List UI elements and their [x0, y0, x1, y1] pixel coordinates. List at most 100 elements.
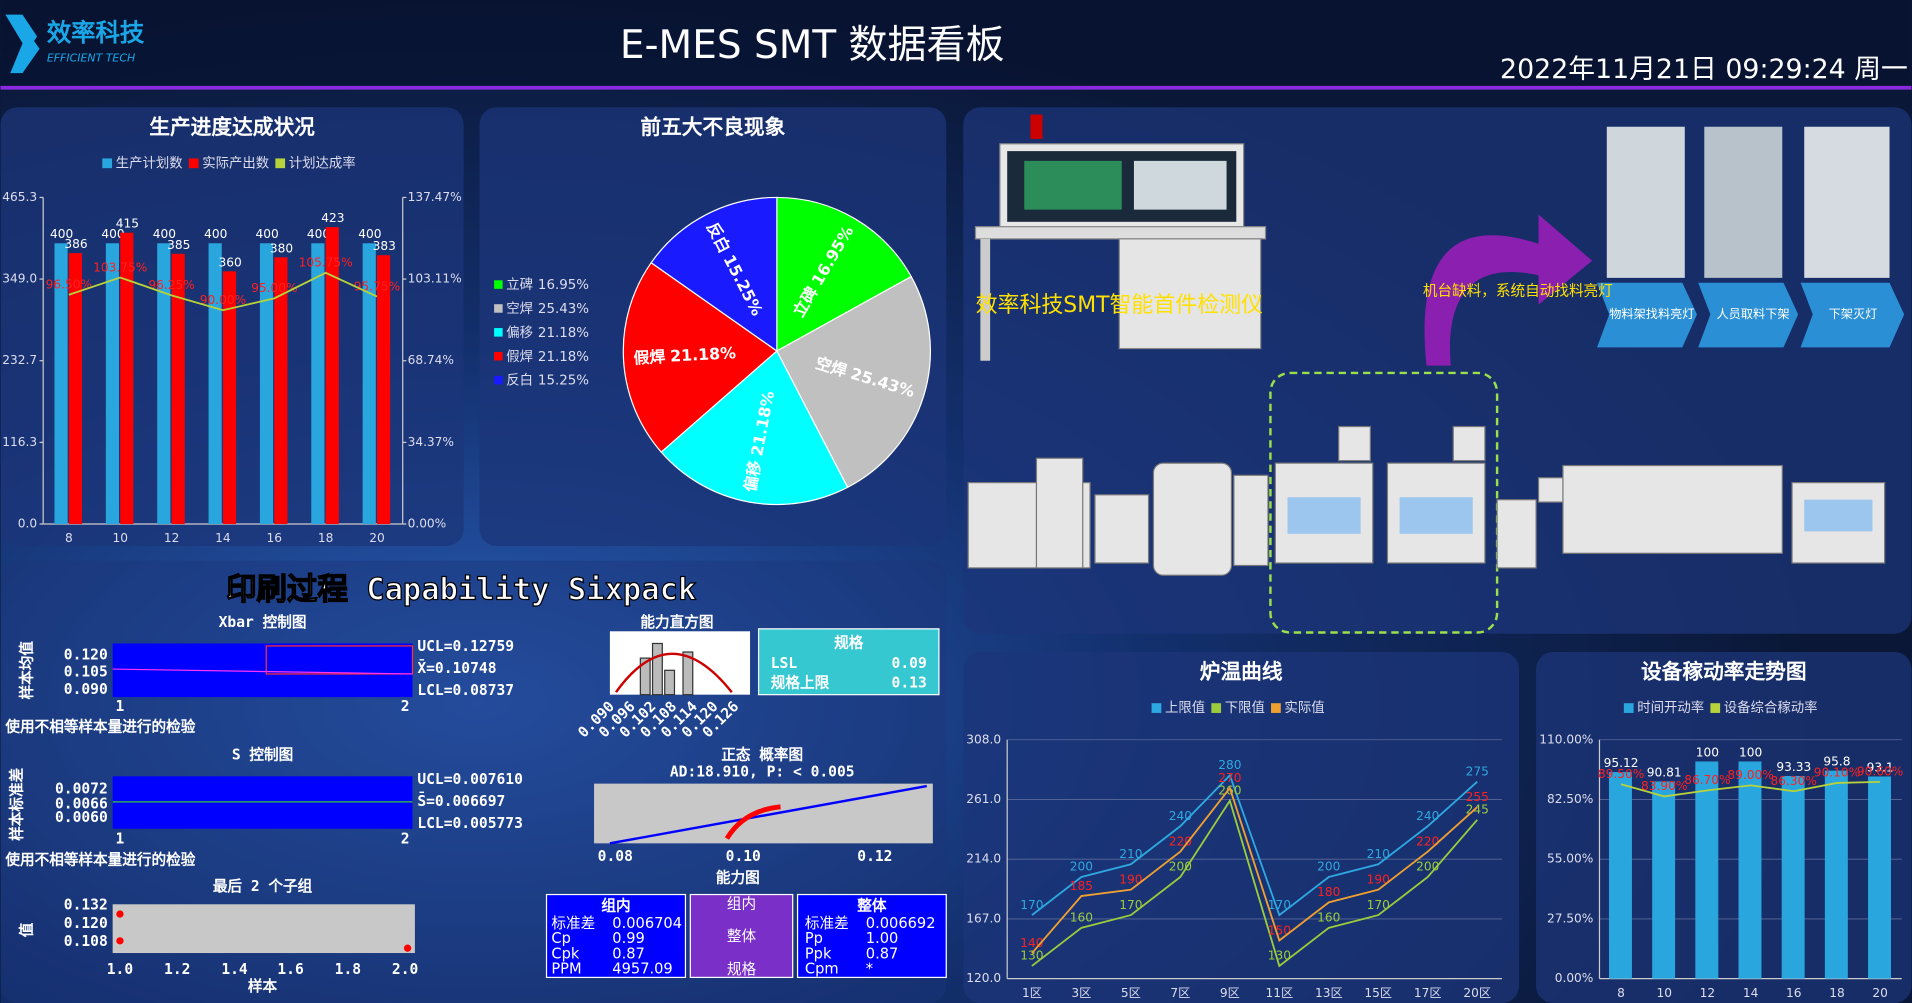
limit-label: X̄=0.10748	[417, 658, 496, 677]
y2-tick-label: 103.11%	[408, 272, 462, 286]
value-label: 86.70%	[1684, 773, 1730, 787]
y-tick-label: 465.3	[2, 190, 37, 204]
step-label: 下架灭灯	[1829, 307, 1878, 321]
value-label: 400	[50, 227, 73, 241]
value-label: 400	[204, 227, 227, 241]
x-tick-label: 13区	[1315, 986, 1343, 1000]
y-tick-label: 116.3	[2, 435, 37, 449]
value-label: 200	[1070, 860, 1093, 874]
legend-swatch	[494, 328, 503, 337]
value-label: 93.33	[1776, 760, 1811, 774]
value-label: 385	[167, 238, 190, 252]
header-bar	[0, 0, 1912, 88]
legend-label: 实际值	[1284, 700, 1324, 716]
tick-label: 2	[401, 698, 410, 715]
subplot-title: Xbar 控制图	[219, 613, 307, 631]
line	[1031, 773, 1478, 917]
tick-label: 0.12	[857, 848, 892, 865]
x-tick-label: 8	[65, 531, 73, 545]
subplot-title: 正态 概率图	[721, 746, 803, 764]
page-title: E-MES SMT 数据看板	[620, 23, 1005, 68]
tick-label: 2.0	[392, 961, 418, 978]
value-label: 89.50%	[1598, 767, 1644, 781]
pie-slice	[660, 350, 849, 506]
bar	[105, 243, 120, 525]
legend-swatch	[1710, 703, 1721, 713]
stat-value: 0.87	[866, 945, 899, 962]
legend-label: 假焊 21.18%	[506, 349, 589, 365]
legend-label: 时间开动率	[1637, 699, 1704, 716]
stat-label: 标准差	[805, 915, 849, 932]
y-tick-label: 0.00%	[1555, 971, 1594, 985]
step-label: 物料架找料亮灯	[1609, 306, 1694, 321]
value-label: 185	[1070, 879, 1093, 893]
stat-value: *	[866, 960, 873, 977]
box-title: 整体	[857, 897, 887, 915]
value-label: 83.90%	[1641, 779, 1687, 793]
spec-label: LSL	[771, 655, 798, 672]
legend-swatch	[1211, 703, 1222, 713]
legend-label: 计划达成率	[289, 154, 356, 171]
sixpack-shapes	[112, 628, 947, 979]
legend-swatch	[1271, 703, 1281, 713]
datetime: 2022年11月21日 09:29:24 周一	[1500, 54, 1908, 85]
legend-category: 空焊	[506, 301, 533, 317]
bar	[1695, 761, 1719, 979]
line	[68, 271, 378, 312]
note: 使用不相等样本量进行的检验	[4, 850, 195, 868]
y-tick-label: 0.0	[18, 517, 37, 531]
value-label: 190	[1367, 872, 1390, 886]
limit-label: UCL=0.007610	[417, 771, 523, 788]
stat-value: 4957.09	[612, 960, 672, 977]
y2-tick-label: 34.37%	[408, 435, 454, 449]
value-label: 100	[1739, 745, 1762, 759]
value-label: 105.75%	[299, 256, 353, 270]
x-tick-label: 16	[1786, 986, 1802, 1000]
tick-label: 0.120	[64, 647, 108, 664]
x-tick-label: 7区	[1170, 986, 1190, 1000]
value-label: 170	[1367, 898, 1390, 912]
tick-label: 1	[116, 698, 125, 715]
legend-label: 整体	[727, 928, 757, 945]
stat-label: Ppk	[805, 945, 832, 962]
chart-title: 生产进度达成状况	[149, 115, 315, 139]
legend-category: 反白	[506, 373, 533, 389]
tick-label: 0.120	[64, 915, 108, 932]
x-tick-label: 12	[1700, 986, 1716, 1000]
axis-label: 样本均值	[17, 641, 35, 700]
legend-swatch	[494, 280, 503, 289]
x-tick-label: 8	[1617, 986, 1625, 1000]
bar	[1868, 776, 1892, 979]
tick-label: 1.2	[164, 961, 190, 978]
limit-label: S̄=0.006697	[417, 791, 505, 810]
x-tick-label: 1区	[1022, 986, 1042, 1000]
x-tick-label: 14	[215, 531, 231, 545]
x-tick-label: 20	[369, 531, 385, 545]
chart-title: 炉温曲线	[1200, 660, 1283, 684]
x-tick-label: 15区	[1364, 986, 1392, 1000]
value-label: 190	[1119, 872, 1142, 886]
x-tick-label: 14	[1743, 986, 1759, 1000]
pie-slice	[650, 196, 778, 353]
value-label: 160	[1070, 911, 1093, 925]
stats: AD:18.910, P: < 0.005	[670, 764, 855, 781]
stat-label: Cpm	[805, 960, 839, 977]
bar	[311, 243, 325, 525]
y-tick-label: 110.00%	[1539, 732, 1593, 746]
tick-label: 0.08	[598, 848, 633, 865]
axis-label: 样本标准差	[8, 767, 26, 840]
legend-swatch	[1623, 703, 1634, 713]
value-label: 210	[1367, 847, 1390, 861]
x-tick-label: 17区	[1414, 986, 1442, 1000]
value-label: 170	[1020, 898, 1043, 912]
value-label: 90.81	[1647, 765, 1682, 779]
value-label: 240	[1169, 809, 1192, 823]
chart-title: 设备稼动率走势图	[1641, 660, 1807, 684]
value-label: 400	[153, 227, 176, 241]
alert-caption: 机台缺料，系统自动找料亮灯	[1423, 282, 1613, 299]
spec-value: 0.13	[892, 675, 927, 692]
y-tick-label: 55.00%	[1547, 852, 1593, 866]
tick-label: 0.0072	[55, 781, 108, 798]
bar	[157, 243, 171, 525]
spec-title: 规格	[834, 633, 864, 651]
